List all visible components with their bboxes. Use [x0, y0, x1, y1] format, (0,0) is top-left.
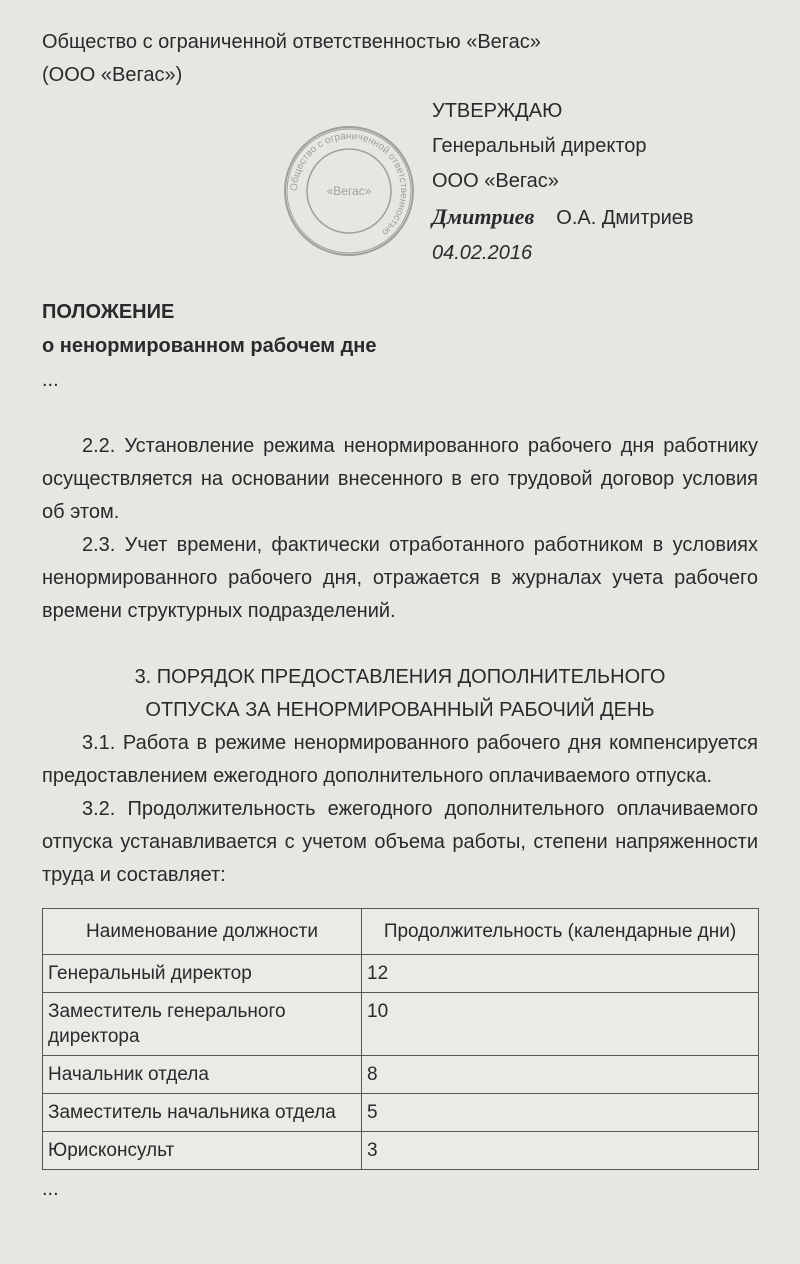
ellipsis-end: ... — [42, 1178, 59, 1200]
company-stamp: Общество с ограниченной ответственностью… — [284, 126, 414, 256]
section-2: 2.2. Установление режима ненормированног… — [42, 430, 758, 628]
approval-date: 04.02.2016 — [432, 242, 533, 264]
title: ПОЛОЖЕНИЕ — [42, 301, 175, 323]
paragraph-2-3: 2.3. Учет времени, фактически отработанн… — [42, 534, 758, 622]
cell-position: Юрисконсульт — [42, 1131, 362, 1170]
svg-text:«Вегас»: «Вегас» — [327, 184, 372, 198]
table-header: Наименование должности Продолжительность… — [42, 908, 759, 955]
cell-position: Заместитель генераль­ного директора — [42, 992, 362, 1056]
cell-position: Заместитель на­чальника отдела — [42, 1093, 362, 1132]
section-3-heading: 3. ПОРЯДОК ПРЕДОСТАВЛЕНИЯ ДОПОЛНИТЕЛЬНОГ… — [134, 666, 666, 688]
table-row: Начальник отдела 8 — [42, 1055, 759, 1094]
approver-position: Генеральный директор — [432, 135, 647, 157]
cell-days: 12 — [361, 954, 759, 993]
approval-heading: УТВЕРЖДАЮ — [432, 100, 563, 122]
org-short-name: (ООО «Вегас») — [42, 64, 183, 86]
paragraph-2-2: 2.2. Установление режима ненормированног… — [42, 435, 758, 523]
vacation-table: Наименование должности Продолжительность… — [42, 908, 759, 1170]
table-row: Заместитель генераль­ного директора 10 — [42, 992, 759, 1056]
document-title: ПОЛОЖЕНИЕ о ненормированном рабочем дне … — [42, 295, 758, 397]
cell-days: 10 — [361, 992, 759, 1056]
signature: Дмитриев — [432, 204, 535, 229]
approver-company: ООО «Вегас» — [432, 170, 559, 192]
cell-days: 8 — [361, 1055, 759, 1094]
org-name: Общество с ограниченной ответственностью… — [42, 31, 541, 53]
cell-position: Генеральный директор — [42, 954, 362, 993]
paragraph-3-2: 3.2. Продолжительность ежегодного дополн… — [42, 798, 758, 886]
table-row: Заместитель на­чальника отдела 5 — [42, 1093, 759, 1132]
section-3: 3. ПОРЯДОК ПРЕДОСТАВЛЕНИЯ ДОПОЛНИТЕЛЬНОГ… — [42, 661, 758, 892]
approval-block: Общество с ограниченной ответственностью… — [284, 94, 758, 271]
header-duration: Продолжительность (календарные дни) — [361, 908, 759, 955]
approver-name: О.А. Дмитриев — [556, 207, 694, 229]
table-row: Юрисконсульт 3 — [42, 1131, 759, 1170]
subtitle: о ненормированном рабочем дне — [42, 335, 377, 357]
organization-header: Общество с ограниченной ответственностью… — [42, 26, 758, 92]
section-3-heading-cont: ОТПУСКА ЗА НЕНОРМИРОВАННЫЙ РАБОЧИЙ ДЕНЬ — [145, 699, 655, 721]
cell-position: Начальник отдела — [42, 1055, 362, 1094]
document-page: Общество с ограниченной ответственностью… — [42, 26, 759, 1200]
cell-days: 3 — [361, 1131, 759, 1170]
table-row: Генеральный директор 12 — [42, 954, 759, 993]
cell-days: 5 — [361, 1093, 759, 1132]
header-position: Наименование должности — [42, 908, 362, 955]
paragraph-3-1: 3.1. Работа в режиме ненормированного ра… — [42, 732, 758, 787]
ellipsis: ... — [42, 369, 59, 391]
